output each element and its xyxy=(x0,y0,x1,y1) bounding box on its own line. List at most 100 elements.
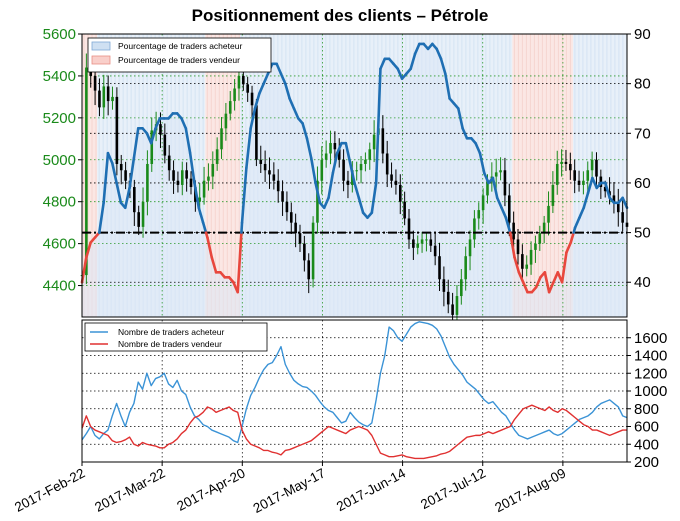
candle-body xyxy=(551,184,555,206)
x-tick-label: 2017-Aug-09 xyxy=(492,465,568,515)
candle-body xyxy=(228,101,232,114)
candle-body xyxy=(180,170,184,185)
y-left-tick-label: 4800 xyxy=(43,194,76,211)
sentiment-segment xyxy=(560,251,568,284)
sentiment-segment xyxy=(123,186,131,210)
short-count-line xyxy=(81,404,627,460)
candle-body xyxy=(512,222,515,240)
candle-body xyxy=(337,149,341,160)
y-right-tick-label: 80 xyxy=(634,76,651,93)
candle-body xyxy=(394,180,398,185)
sentiment-segment xyxy=(149,127,157,145)
sentiment-segment xyxy=(206,236,214,259)
candle-body xyxy=(534,243,537,250)
sentiment-segment xyxy=(344,141,352,165)
long-count-line xyxy=(81,321,628,444)
sentiment-segment xyxy=(240,166,248,224)
candle-body xyxy=(346,180,350,185)
candle-body xyxy=(211,163,215,177)
candle-body xyxy=(621,212,624,223)
chart-title: Positionnement des clients – Pétrole xyxy=(191,6,489,25)
candle-body xyxy=(507,195,511,223)
candle-body xyxy=(172,170,175,181)
candle-body xyxy=(119,163,123,171)
candle-body xyxy=(425,239,428,241)
sentiment-segment xyxy=(275,62,283,76)
candle-body xyxy=(141,201,145,227)
sentiment-segment xyxy=(106,151,114,165)
candle-body xyxy=(468,239,472,257)
sentiment-segment xyxy=(309,156,317,185)
candle-body xyxy=(242,75,245,85)
sentiment-segment xyxy=(314,181,322,205)
candle-body xyxy=(85,67,88,276)
candle-body xyxy=(298,233,302,244)
sentiment-segment xyxy=(102,151,110,205)
sentiment-segment xyxy=(457,107,464,130)
x-axis: 2017-Feb-22 2017-Mar-22 2017-Apr-20 2017-Ma… xyxy=(12,462,568,516)
candle-body xyxy=(246,84,249,93)
candle-body xyxy=(555,163,559,185)
candle-body xyxy=(595,159,598,177)
legend-label: Pourcentage de traders vendeur xyxy=(118,55,240,65)
sentiment-segment xyxy=(327,171,335,200)
candle-body xyxy=(259,159,263,164)
sentiment-segment xyxy=(201,221,208,234)
y-right-tick-label: 1400 xyxy=(634,348,667,365)
sentiment-segment xyxy=(474,141,482,155)
top-legend: Pourcentage de traders acheteur Pourcenta… xyxy=(87,37,272,73)
y-axis-right-top: 40 50 60 70 80 90 xyxy=(627,26,651,291)
sentiment-segment xyxy=(154,117,162,130)
sentiment-segment xyxy=(288,97,296,110)
candle-body xyxy=(115,96,119,164)
y-right-tick-label: 90 xyxy=(634,26,651,43)
candle-body xyxy=(407,218,411,240)
candle-body xyxy=(586,170,590,181)
sentiment-segment xyxy=(305,136,313,160)
candle-body xyxy=(582,180,585,185)
sentiment-segment xyxy=(292,107,300,120)
x-tick-label: 2017-Apr-20 xyxy=(174,465,247,513)
x-tick-label: 2017-Mar-22 xyxy=(92,465,167,515)
sentiment-segment xyxy=(461,127,469,140)
candle-body xyxy=(303,243,306,261)
candle-body xyxy=(233,88,236,102)
legend-label: Nombre de traders acheteur xyxy=(118,327,224,337)
candle-body xyxy=(316,180,319,223)
candle-body xyxy=(464,256,467,280)
sentiment-segment xyxy=(236,231,243,294)
candle-body xyxy=(446,291,450,305)
candle-body xyxy=(276,180,280,192)
candle-body xyxy=(311,222,315,280)
candle-body xyxy=(185,170,188,179)
candle-body xyxy=(93,75,97,91)
y-right-tick-label: 40 xyxy=(634,274,651,291)
candle-body xyxy=(455,296,459,315)
sentiment-segment xyxy=(197,206,205,224)
sentiment-segment xyxy=(495,196,503,210)
candle-body xyxy=(102,86,106,108)
candle-body xyxy=(364,159,367,164)
candle-body xyxy=(98,90,101,108)
candle-body xyxy=(529,249,533,265)
sentiment-segment xyxy=(132,127,140,160)
candle-body xyxy=(398,184,402,202)
candle-body xyxy=(603,187,607,192)
sentiment-segment xyxy=(482,171,490,185)
candle-body xyxy=(521,254,524,269)
sentiment-segment xyxy=(357,196,365,215)
candle-body xyxy=(333,143,337,150)
y-right-tick-label: 600 xyxy=(634,419,659,436)
sentiment-segment xyxy=(379,57,387,71)
candle-body xyxy=(438,256,441,280)
sentiment-segment xyxy=(370,181,378,215)
sentiment-segment xyxy=(279,72,287,85)
sentiment-segment xyxy=(80,256,88,284)
sentiment-segment xyxy=(565,241,573,254)
sentiment-segment xyxy=(534,275,542,289)
y-right-tick-label: 1200 xyxy=(634,365,667,382)
candle-body xyxy=(477,210,481,219)
sentiment-segment xyxy=(396,67,404,80)
sentiment-segment xyxy=(258,82,265,95)
candle-body xyxy=(268,170,271,175)
